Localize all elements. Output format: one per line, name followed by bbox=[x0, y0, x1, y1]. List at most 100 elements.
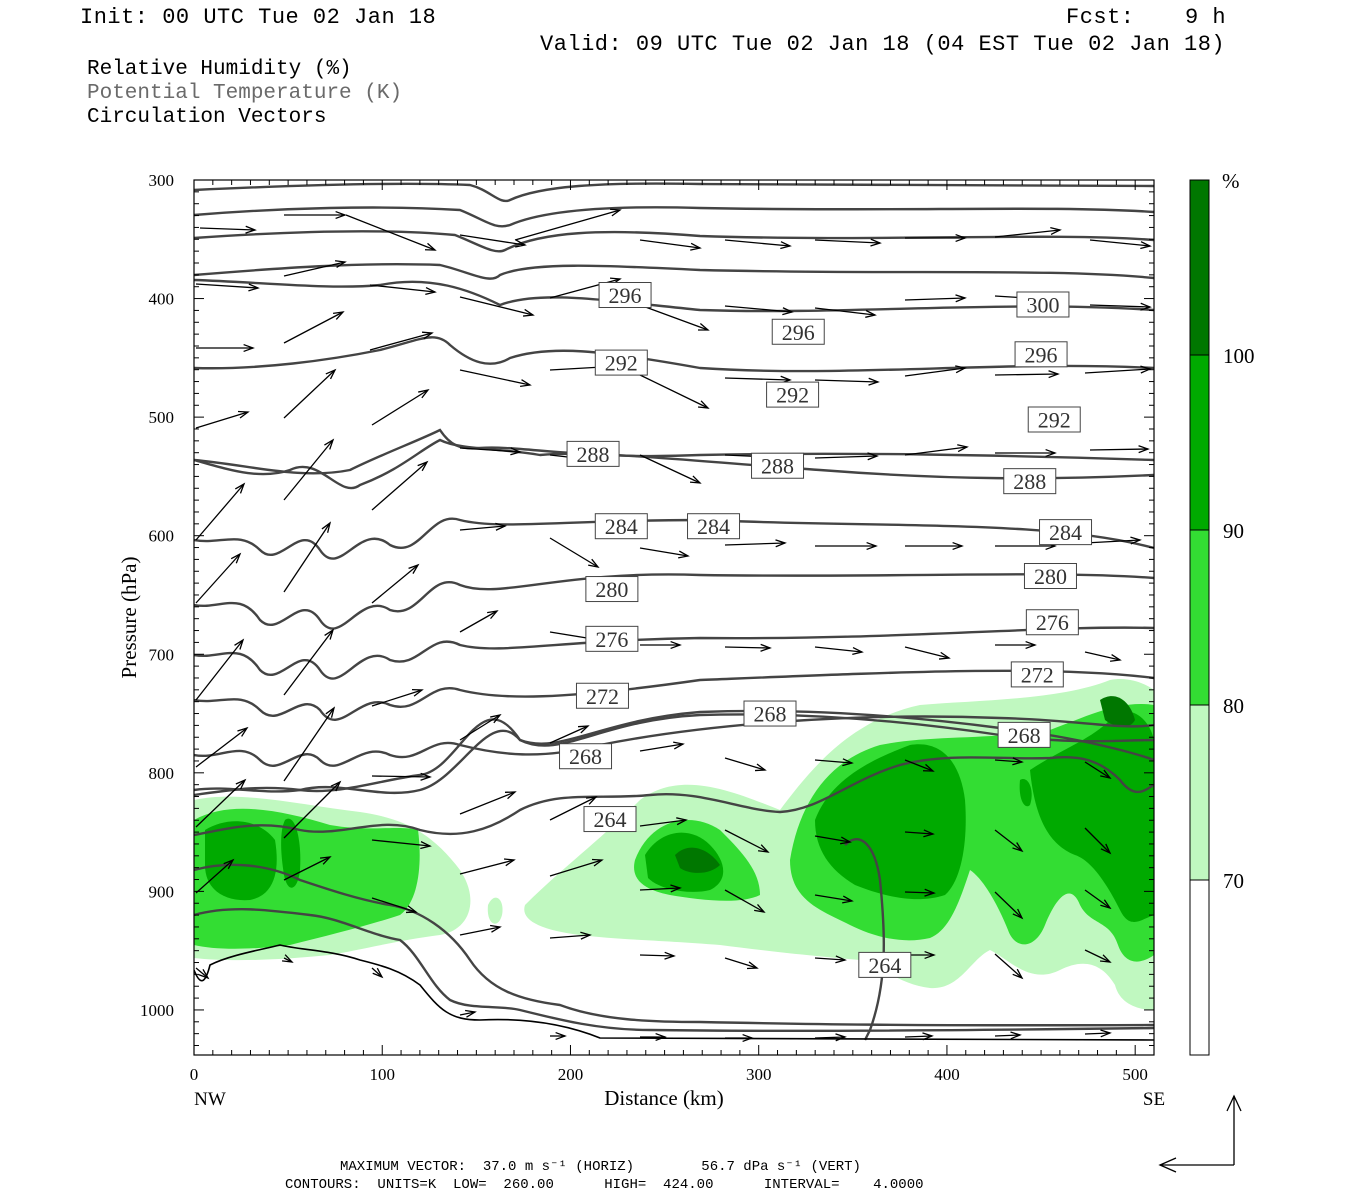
humidity-area-90-right-c bbox=[1019, 779, 1032, 807]
plot-frame bbox=[193, 179, 1155, 1056]
circulation-vector-53 bbox=[905, 541, 964, 551]
vector-head bbox=[465, 1009, 477, 1018]
circulation-vector-45 bbox=[195, 482, 246, 541]
vector-shaft bbox=[904, 891, 935, 894]
circulation-vector-layer bbox=[195, 208, 1152, 1043]
isentrope-layer bbox=[194, 182, 1154, 1041]
circulation-vector-121 bbox=[1084, 1029, 1112, 1038]
reference-vector-vertical-head bbox=[1226, 1094, 1242, 1112]
label-box bbox=[575, 682, 629, 709]
vector-shaft bbox=[724, 305, 793, 313]
y-axis-label: Pressure (hPa) bbox=[117, 557, 141, 679]
vector-shaft bbox=[814, 957, 846, 961]
isentrope-line-19 bbox=[844, 838, 886, 1041]
colorbar-level-label: 100 bbox=[1223, 344, 1255, 368]
circulation-vector-76 bbox=[994, 757, 1024, 766]
circulation-vector-12 bbox=[195, 283, 260, 292]
circulation-vector-14 bbox=[369, 284, 437, 296]
x-end-label-left: NW bbox=[194, 1089, 226, 1110]
vector-shaft bbox=[814, 379, 879, 383]
vector-head bbox=[495, 522, 507, 531]
circulation-vector-10 bbox=[994, 226, 1062, 238]
circulation-vector-43 bbox=[995, 448, 1057, 458]
circulation-vector-19 bbox=[814, 307, 877, 318]
vector-shaft bbox=[1084, 949, 1111, 963]
label-box bbox=[771, 318, 825, 345]
circulation-vector-3 bbox=[345, 214, 437, 251]
circulation-vector-89 bbox=[195, 778, 247, 828]
vector-shaft bbox=[283, 707, 335, 782]
isentrope-line-16 bbox=[194, 756, 1154, 837]
vector-shaft bbox=[1084, 651, 1121, 661]
circulation-vector-114 bbox=[459, 1009, 477, 1018]
vector-head bbox=[522, 308, 535, 317]
label-box bbox=[743, 700, 797, 727]
vector-shaft bbox=[549, 537, 599, 568]
vector-shaft bbox=[724, 239, 791, 247]
vector-shaft bbox=[814, 307, 876, 316]
vector-head bbox=[866, 541, 878, 551]
vector-shaft bbox=[195, 411, 249, 429]
vector-shaft bbox=[814, 835, 851, 843]
label-box bbox=[1010, 661, 1064, 688]
isentrope-label-288: 288 bbox=[751, 452, 805, 479]
vector-shaft bbox=[283, 522, 331, 593]
vector-head bbox=[520, 379, 532, 388]
circulation-vector-13 bbox=[283, 260, 347, 277]
vector-head bbox=[510, 447, 522, 456]
vector-head bbox=[754, 903, 766, 913]
label-text: 284 bbox=[605, 514, 638, 539]
isentrope-line-10 bbox=[194, 573, 1154, 630]
label-text: 292 bbox=[776, 383, 809, 408]
circulation-vector-101 bbox=[283, 856, 332, 881]
vector-head bbox=[325, 706, 336, 718]
vector-shaft bbox=[814, 1036, 846, 1039]
label-box bbox=[766, 381, 820, 408]
vector-head bbox=[835, 955, 847, 964]
circulation-vector-23 bbox=[196, 343, 255, 353]
vector-head bbox=[676, 817, 688, 826]
contour-info-note: CONTOURS: UNITS=K LOW= 260.00 HIGH= 424.… bbox=[285, 1177, 924, 1193]
circulation-vector-86 bbox=[904, 829, 935, 838]
circulation-vector-30 bbox=[814, 377, 880, 386]
isentrope-label-280: 280 bbox=[1023, 563, 1077, 590]
circulation-vector-26 bbox=[459, 369, 532, 388]
y-tick-label: 400 bbox=[149, 290, 175, 309]
vector-head bbox=[487, 610, 499, 620]
colorbar-level-label: 90 bbox=[1223, 519, 1244, 543]
label-box bbox=[1016, 291, 1070, 318]
circulation-vector-99 bbox=[1084, 889, 1112, 910]
vector-shaft bbox=[639, 954, 675, 957]
isentrope-line-8 bbox=[194, 438, 1154, 490]
vector-head bbox=[372, 967, 384, 979]
label-box bbox=[858, 951, 912, 978]
vector-head bbox=[957, 444, 969, 453]
vector-shaft bbox=[1084, 889, 1111, 909]
circulation-vector-95 bbox=[724, 889, 766, 913]
vector-head bbox=[835, 1033, 847, 1042]
isentrope-line-7 bbox=[194, 428, 1154, 475]
label-text: 276 bbox=[1036, 610, 1069, 635]
vector-shaft bbox=[459, 714, 501, 741]
vector-shaft bbox=[904, 759, 934, 772]
circulation-vector-120 bbox=[994, 1031, 1022, 1040]
vector-head bbox=[417, 460, 429, 472]
vector-head bbox=[697, 323, 710, 331]
vector-shaft bbox=[994, 953, 1023, 979]
circulation-vector-112 bbox=[281, 954, 294, 963]
vector-head bbox=[223, 858, 235, 870]
vector-shaft bbox=[639, 887, 681, 891]
circulation-vector-96 bbox=[814, 894, 854, 904]
colorbar-swatch bbox=[1189, 529, 1210, 706]
vector-shaft bbox=[549, 934, 591, 939]
label-box bbox=[598, 282, 652, 309]
vector-shaft bbox=[283, 369, 336, 419]
vector-head bbox=[1010, 1031, 1022, 1040]
label-text: 264 bbox=[594, 807, 627, 832]
vector-shaft bbox=[369, 332, 433, 351]
label-text: 276 bbox=[595, 627, 628, 652]
vector-head bbox=[1050, 226, 1062, 235]
label-text: 292 bbox=[1038, 407, 1071, 432]
humidity-colorbar: 70 80 90 100% bbox=[1189, 169, 1255, 1056]
circulation-vector-64 bbox=[904, 646, 951, 660]
